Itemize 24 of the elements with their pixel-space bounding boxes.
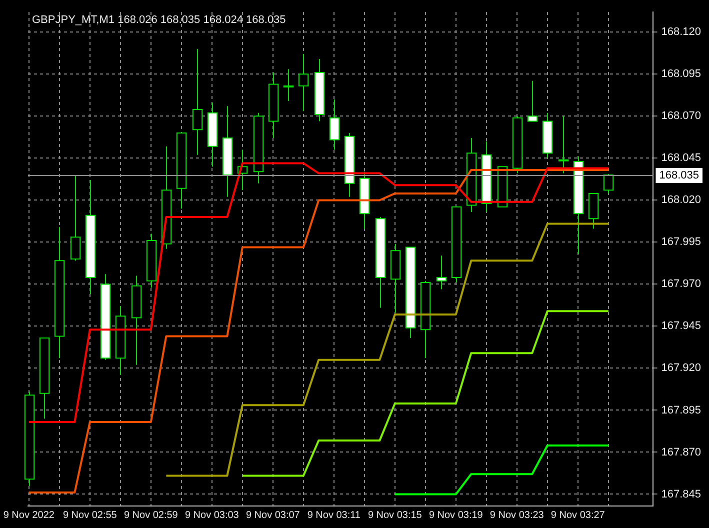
x-tick-label: 9 Nov 03:19 [428,510,484,521]
y-tick-label: 167.845 [661,488,702,500]
x-tick-label: 9 Nov 03:27 [550,510,606,521]
x-tick-label: 9 Nov 03:23 [490,510,544,521]
y-tick-label: 168.045 [661,152,702,164]
x-tick-label: 9 Nov 2022 [3,510,55,521]
y-tick-label: 167.970 [661,278,702,290]
x-tick-label: 9 Nov 02:59 [124,510,178,521]
y-tick-label: 167.870 [661,446,702,458]
y-tick-label: 167.895 [661,404,702,416]
x-tick-label: 9 Nov 03:07 [246,510,300,521]
ref-line-label: 168.035 [659,170,700,182]
y-tick-label: 168.095 [661,68,702,80]
x-tick-label: 9 Nov 02:55 [62,510,118,521]
y-tick-label: 167.945 [661,320,702,332]
y-tick-label: 167.920 [661,362,702,374]
y-tick-label: 167.995 [661,236,702,248]
chart-title: GBPJPY_MT,M1 168.026 168.035 168.024 168.035 [32,14,286,26]
y-tick-label: 168.070 [661,110,702,122]
x-tick-label: 9 Nov 03:15 [368,510,422,521]
y-tick-label: 168.120 [661,26,702,38]
x-tick-label: 9 Nov 03:03 [184,510,240,521]
x-tick-label: 9 Nov 03:11 [307,510,361,521]
y-tick-label: 168.020 [661,194,702,206]
